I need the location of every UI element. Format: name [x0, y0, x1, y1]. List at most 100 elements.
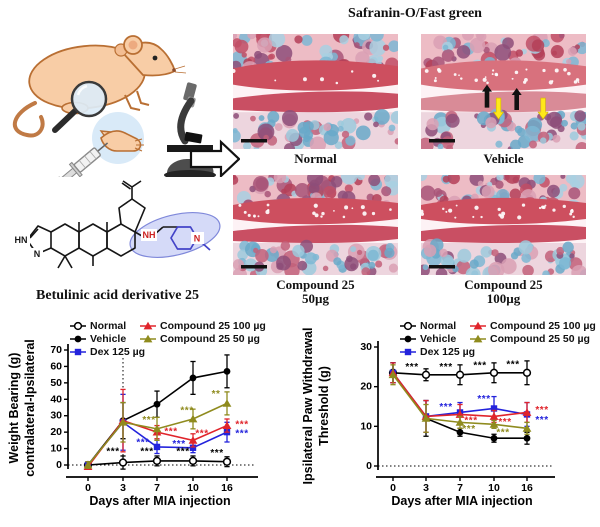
svg-text:10: 10	[187, 482, 199, 494]
svg-text:3: 3	[120, 482, 126, 494]
svg-text:***: ***	[506, 359, 519, 370]
histology-panel-label: Normal	[294, 151, 337, 166]
svg-text:***: ***	[498, 417, 511, 428]
svg-text:3: 3	[423, 482, 429, 494]
tibial-cartilage	[233, 224, 398, 243]
legend-item: Normal	[400, 320, 456, 332]
svg-text:***: ***	[496, 428, 509, 439]
svg-text:***: ***	[210, 448, 223, 459]
svg-text:***: ***	[477, 394, 490, 405]
svg-text:Dex 125 µg: Dex 125 µg	[420, 346, 475, 358]
svg-text:***: ***	[136, 437, 149, 448]
svg-text:Compound 25 50 µg: Compound 25 50 µg	[160, 333, 260, 345]
experiment-illustration	[12, 35, 240, 177]
histology-panel-label: Compound 25	[276, 277, 355, 292]
scale-bar	[241, 139, 267, 143]
histology-panel-sublabel: 50µg	[302, 291, 329, 306]
svg-text:Threshold (g): Threshold (g)	[317, 366, 331, 446]
tibial-cartilage	[233, 91, 398, 113]
svg-text:7: 7	[154, 482, 160, 494]
svg-text:30: 30	[50, 410, 62, 422]
bone-epiphysis-bottom	[421, 108, 586, 149]
svg-text:Ipsilateral Paw Withdrawal: Ipsilateral Paw Withdrawal	[301, 328, 315, 485]
tibial-cartilage	[421, 224, 586, 243]
svg-text:60: 60	[50, 360, 62, 372]
histology-panel-label: Compound 25	[464, 277, 543, 292]
rat-eye	[152, 55, 158, 61]
svg-text:**: **	[212, 389, 221, 400]
legend-item: Vehicle	[70, 333, 126, 345]
svg-text:Dex 125 µg: Dex 125 µg	[90, 346, 145, 358]
legend-item: Compound 25 50 µg	[470, 333, 590, 345]
svg-text:40: 40	[50, 393, 62, 405]
scale-bar	[429, 265, 455, 269]
svg-text:***: ***	[235, 419, 248, 430]
histology-panel-vehicle	[421, 34, 586, 149]
svg-text:***: ***	[535, 405, 548, 416]
syringe-icon	[55, 142, 109, 177]
atom-mask	[13, 234, 30, 246]
histology-panel-label: Vehicle	[483, 151, 524, 166]
histology-panel-normal	[233, 34, 398, 149]
significance-annotations: *** *** *** ************** ********* ******	[106, 389, 248, 459]
femoral-cartilage	[421, 60, 586, 91]
svg-text:***: ***	[439, 402, 452, 413]
yellow-arrow-icon	[537, 97, 549, 120]
svg-text:50: 50	[50, 377, 62, 389]
histology-title: Safranin-O/Fast green	[348, 6, 482, 21]
legend-item: Dex 125 µg	[400, 346, 475, 358]
cartilage-cell-dots	[238, 203, 392, 219]
svg-text:***: ***	[164, 427, 177, 438]
femoral-cartilage	[421, 197, 586, 225]
svg-text:10: 10	[50, 443, 62, 455]
cartilage-cell-dots	[424, 67, 580, 85]
histology-panel-compound-25-100	[421, 175, 586, 275]
cartilage-cell-dots	[421, 203, 575, 220]
scale-bar	[429, 139, 455, 143]
scale-bar	[241, 265, 267, 269]
structure-caption: Betulinic acid derivative 25	[36, 288, 199, 303]
rat-whiskers	[174, 65, 187, 74]
atom-mask	[191, 232, 204, 244]
svg-text:***: ***	[462, 424, 475, 435]
svg-text:7: 7	[457, 482, 463, 494]
svg-text:***: ***	[235, 428, 248, 439]
bone-epiphysis-bottom	[233, 239, 398, 275]
legend-item: Compound 25 100 µg	[470, 320, 596, 332]
svg-text:Weight Bearing (g): Weight Bearing (g)	[7, 353, 21, 464]
cartilage-cell-dots	[233, 68, 380, 85]
svg-text:0: 0	[56, 459, 62, 471]
svg-text:70: 70	[50, 344, 62, 356]
svg-text:16: 16	[521, 482, 533, 494]
piperidine-n-label: N	[194, 234, 201, 244]
legend-item: Dex 125 µg	[70, 346, 145, 358]
magnifier-icon	[52, 80, 108, 133]
svg-text:***: ***	[142, 415, 155, 426]
significance-annotations: *** *** *** *************** ********* ***	[405, 359, 548, 438]
svg-text:0: 0	[85, 482, 91, 494]
svg-text:***: ***	[106, 446, 119, 457]
svg-text:Compound 25 50 µg: Compound 25 50 µg	[490, 333, 590, 345]
femoral-cartilage	[233, 197, 398, 225]
pharmacophore-highlight	[129, 212, 221, 258]
legend-item: Vehicle	[400, 333, 456, 345]
svg-text:***: ***	[172, 439, 185, 450]
svg-text:***: ***	[195, 428, 208, 439]
svg-text:Vehicle: Vehicle	[90, 333, 126, 345]
svg-text:Vehicle: Vehicle	[420, 333, 456, 345]
lesion-arrows	[482, 84, 549, 120]
pyrazole-hn-label: HN	[15, 235, 28, 245]
svg-text:Compound 25 100 µg: Compound 25 100 µg	[490, 320, 596, 332]
molecule-structure: HN N NH N	[13, 180, 221, 269]
svg-text:***: ***	[439, 362, 452, 373]
svg-text:***: ***	[180, 405, 193, 416]
zoom-inset	[92, 112, 144, 164]
yellow-arrow-icon	[492, 97, 505, 120]
amine-nh-label: NH	[143, 230, 156, 240]
svg-text:contralateral-Ipsilateral: contralateral-Ipsilateral	[23, 339, 37, 477]
